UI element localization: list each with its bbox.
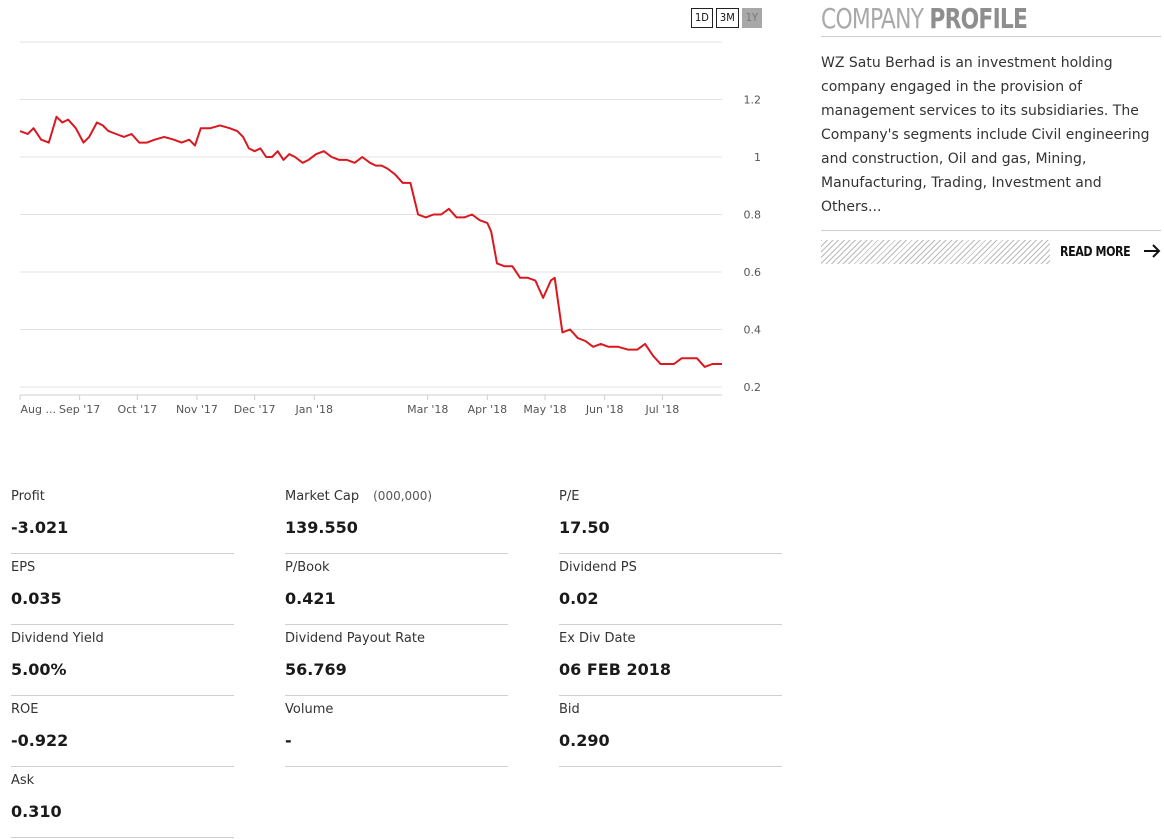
profile-divider — [821, 36, 1161, 37]
profile-title: COMPANY PROFILE — [821, 0, 1086, 35]
x-tick-label: Jul '18 — [644, 403, 679, 416]
stat-market-cap: Market Cap (000,000) 139.550 — [285, 483, 508, 554]
stat-label: Dividend PS — [559, 560, 637, 575]
hatch-decoration — [821, 240, 1051, 264]
range-1d-button[interactable]: 1D — [691, 8, 713, 28]
x-tick-label: Apr '18 — [468, 403, 508, 416]
stat-unit: (000,000) — [373, 489, 433, 503]
stat-label: Market Cap (000,000) — [285, 489, 432, 504]
price-chart: 0.2 0.4 0.6 0.8 1 1.2 Aug ... Sep '17 Oct '17 Nov… — [19, 41, 762, 416]
stat-value: 06 FEB 2018 — [559, 660, 671, 679]
stat-label: Bid — [559, 702, 580, 717]
stat-label: P/E — [559, 489, 580, 504]
profile-title-light: COMPANY — [821, 2, 924, 35]
read-more-row: READ MORE — [821, 240, 1161, 264]
stat-value: 0.290 — [559, 731, 610, 750]
stat-dividend-ps: Dividend PS 0.02 — [559, 554, 782, 625]
stat-roe: ROE -0.922 — [11, 696, 234, 767]
x-tick-label: Jan '18 — [295, 403, 333, 416]
x-tick-label: Oct '17 — [118, 403, 158, 416]
stat-label: Ex Div Date — [559, 631, 636, 646]
y-tick-label: 0.8 — [744, 209, 762, 222]
stat-label-text: Market Cap — [285, 489, 360, 504]
stat-value: 139.550 — [285, 518, 358, 537]
stat-value: -3.021 — [11, 518, 69, 537]
stat-value: 0.310 — [11, 802, 62, 821]
x-tick-label: Aug ... — [21, 403, 56, 416]
stat-label: Volume — [285, 702, 334, 717]
stat-label: Profit — [11, 489, 45, 504]
read-more-link[interactable]: READ MORE — [1060, 244, 1131, 260]
stat-value: 56.769 — [285, 660, 347, 679]
x-tick-label: May '18 — [523, 403, 566, 416]
stat-ask: Ask 0.310 — [11, 767, 234, 838]
stat-label: Ask — [11, 773, 35, 788]
y-tick-label: 0.6 — [744, 266, 762, 279]
range-1y-button[interactable]: 1Y — [741, 8, 763, 28]
price-series-line — [19, 115, 722, 368]
range-3m-button[interactable]: 3M — [715, 8, 739, 28]
stat-label: Dividend Yield — [11, 631, 104, 646]
stat-value: - — [285, 731, 292, 750]
stat-bid: Bid 0.290 — [559, 696, 782, 767]
x-tick-label: Nov '17 — [176, 403, 218, 416]
x-tick-label: Mar '18 — [407, 403, 448, 416]
stat-label: P/Book — [285, 560, 330, 575]
range-selector: 1D 3M 1Y — [691, 8, 763, 28]
x-tick-label: Dec '17 — [234, 403, 276, 416]
arrow-right-icon[interactable] — [1143, 242, 1161, 262]
stat-value: -0.922 — [11, 731, 69, 750]
profile-title-bold: PROFILE — [929, 2, 1028, 35]
stat-label: EPS — [11, 560, 36, 575]
stat-dividend-yield: Dividend Yield 5.00% — [11, 625, 234, 696]
stat-volume: Volume - — [285, 696, 508, 767]
y-tick-label: 1.2 — [744, 94, 762, 107]
stat-value: 0.035 — [11, 589, 62, 608]
stat-label: ROE — [11, 702, 39, 717]
stat-value: 0.421 — [285, 589, 336, 608]
stat-label: Dividend Payout Rate — [285, 631, 425, 646]
stat-ex-div-date: Ex Div Date 06 FEB 2018 — [559, 625, 782, 696]
x-tick-label: Jun '18 — [585, 403, 624, 416]
y-tick-label: 0.4 — [744, 324, 762, 337]
stat-value: 17.50 — [559, 518, 610, 537]
x-tick-label: Sep '17 — [59, 403, 100, 416]
stat-p-book: P/Book 0.421 — [285, 554, 508, 625]
stat-value: 0.02 — [559, 589, 599, 608]
stat-eps: EPS 0.035 — [11, 554, 234, 625]
y-tick-label: 0.2 — [744, 381, 762, 394]
profile-description: WZ Satu Berhad is an investment holding … — [821, 55, 1150, 215]
stat-dividend-payout: Dividend Payout Rate 56.769 — [285, 625, 508, 696]
profile-divider-bottom — [821, 230, 1161, 231]
stat-value: 5.00% — [11, 660, 67, 679]
company-profile: COMPANY PROFILE WZ Satu Berhad is an inv… — [821, 0, 1161, 264]
y-tick-label: 1 — [754, 151, 761, 164]
stat-profit: Profit -3.021 — [11, 483, 234, 554]
stat-pe: P/E 17.50 — [559, 483, 782, 554]
